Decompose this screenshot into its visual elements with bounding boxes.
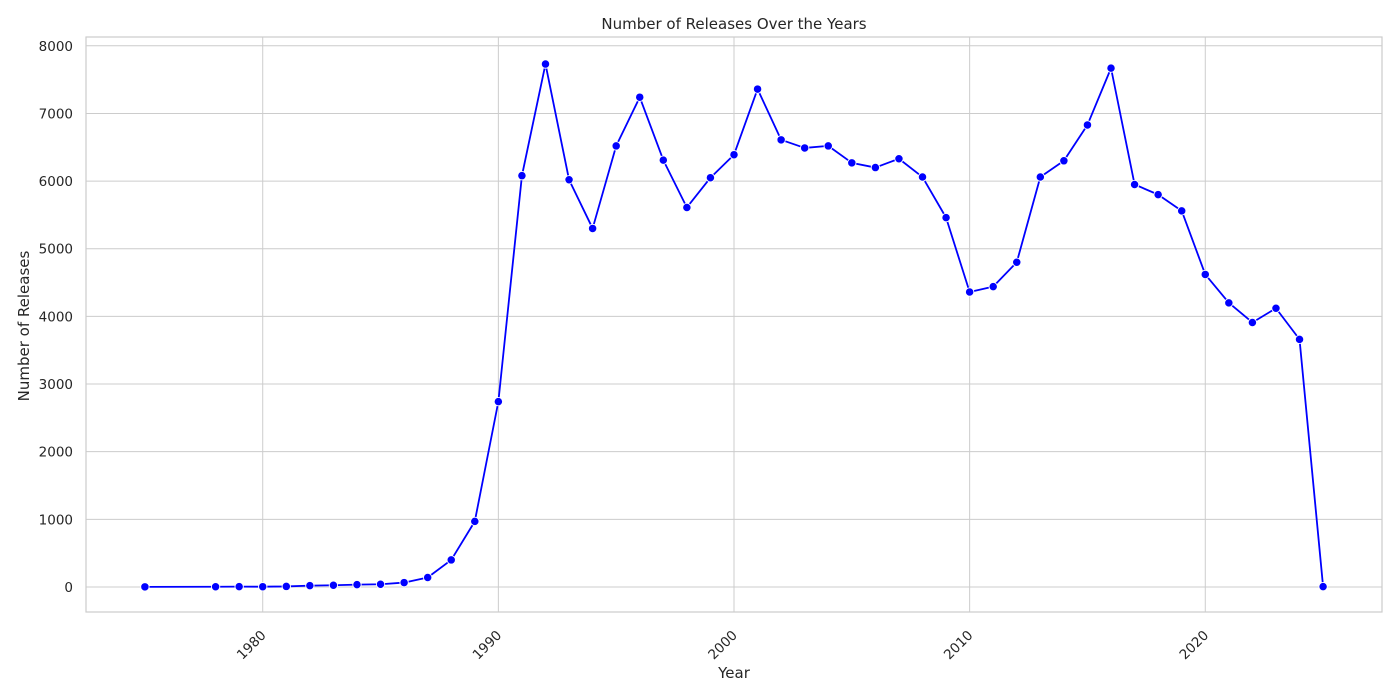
- data-point: [281, 581, 291, 592]
- x-axis-label: Year: [717, 664, 751, 682]
- data-point: [800, 143, 810, 153]
- data-point: [517, 171, 527, 181]
- data-point: [1318, 581, 1328, 592]
- data-point: [917, 172, 928, 182]
- data-point: [1247, 317, 1258, 328]
- x-axis-ticks: 1980 1990 2000 2010 2020: [234, 628, 1212, 664]
- y-tick-label: 1000: [39, 512, 73, 528]
- data-point: [1177, 206, 1187, 216]
- data-point: [658, 155, 668, 165]
- data-point: [1035, 172, 1045, 182]
- data-point: [328, 580, 339, 590]
- y-tick-label: 7000: [39, 106, 73, 122]
- data-point: [705, 173, 716, 183]
- x-tick-label: 1990: [470, 628, 506, 664]
- y-axis-ticks: 0 1000 2000 3000 4000 5000 6000 7000 8000: [39, 39, 73, 596]
- data-point: [1059, 156, 1069, 166]
- y-tick-label: 5000: [39, 242, 73, 258]
- data-point: [1294, 334, 1305, 345]
- data-point: [375, 579, 386, 589]
- y-tick-label: 8000: [39, 39, 73, 55]
- data-point: [1106, 63, 1116, 73]
- y-tick-label: 0: [64, 580, 73, 596]
- data-point: [988, 281, 998, 292]
- data-point: [540, 59, 551, 69]
- data-point: [870, 162, 881, 173]
- plot-border: [85, 36, 1383, 613]
- data-point: [564, 175, 574, 185]
- y-axis-label: Number of Releases: [15, 250, 33, 401]
- data-point: [729, 150, 739, 160]
- data-point: [446, 555, 456, 565]
- data-point: [1012, 257, 1022, 267]
- data-point: [682, 202, 692, 213]
- data-point: [352, 579, 362, 590]
- data-point: [1153, 189, 1163, 200]
- data-point: [210, 582, 221, 592]
- x-tick-label: 2000: [705, 628, 741, 664]
- data-point: [423, 572, 433, 583]
- data-point: [1129, 179, 1140, 190]
- data-point: [493, 396, 504, 407]
- data-point: [941, 212, 951, 223]
- data-point: [1200, 269, 1210, 280]
- data-point: [399, 577, 409, 588]
- series: [140, 59, 1328, 592]
- data-point: [776, 135, 786, 145]
- x-tick-label: 2010: [941, 628, 977, 664]
- y-tick-label: 4000: [39, 309, 73, 325]
- data-point: [1271, 303, 1281, 313]
- data-point: [305, 580, 315, 591]
- x-tick-label: 2020: [1176, 628, 1212, 664]
- data-point: [1082, 120, 1093, 130]
- data-point: [1224, 298, 1234, 308]
- data-point: [635, 92, 645, 102]
- data-point: [470, 516, 480, 527]
- data-point: [611, 141, 621, 151]
- plot-frame: [85, 36, 1383, 613]
- y-tick-label: 6000: [39, 174, 73, 190]
- data-point: [258, 582, 268, 592]
- x-tick-label: 1980: [234, 628, 270, 664]
- y-tick-label: 3000: [39, 377, 73, 393]
- data-point: [847, 158, 857, 168]
- data-point: [964, 287, 975, 297]
- grid: [86, 37, 1382, 612]
- data-point: [894, 154, 904, 164]
- data-point: [752, 84, 763, 94]
- data-point: [587, 223, 598, 234]
- chart-title: Number of Releases Over the Years: [601, 15, 866, 33]
- data-point: [234, 581, 244, 592]
- data-point: [140, 582, 150, 592]
- y-tick-label: 2000: [39, 445, 73, 461]
- data-point: [823, 141, 833, 151]
